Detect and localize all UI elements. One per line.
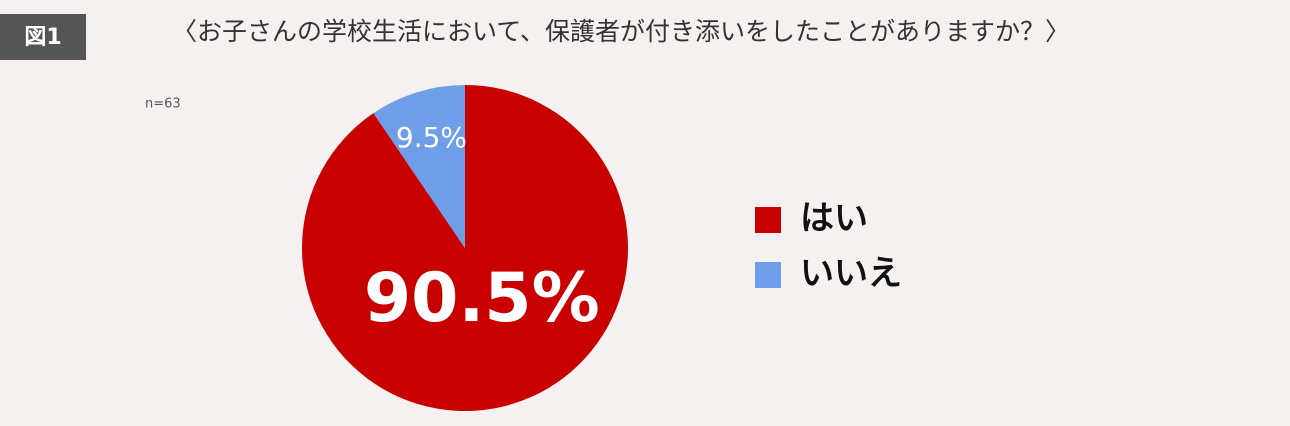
legend-swatch [755,262,781,288]
figure-label: 図1 [24,25,61,50]
slice-label: 90.5% [364,259,600,338]
legend-label: はい [800,199,868,239]
legend-swatch [755,207,781,233]
chart-title: 〈お子さんの学校生活において、保護者が付き添いをしたことがありますか？〉 [172,17,1070,46]
sample-note: n=63 [145,97,181,112]
slice-label: 9.5% [396,121,467,154]
pie-slice [373,85,465,248]
figure-tag [0,14,86,60]
legend-label: いいえ [800,254,902,294]
